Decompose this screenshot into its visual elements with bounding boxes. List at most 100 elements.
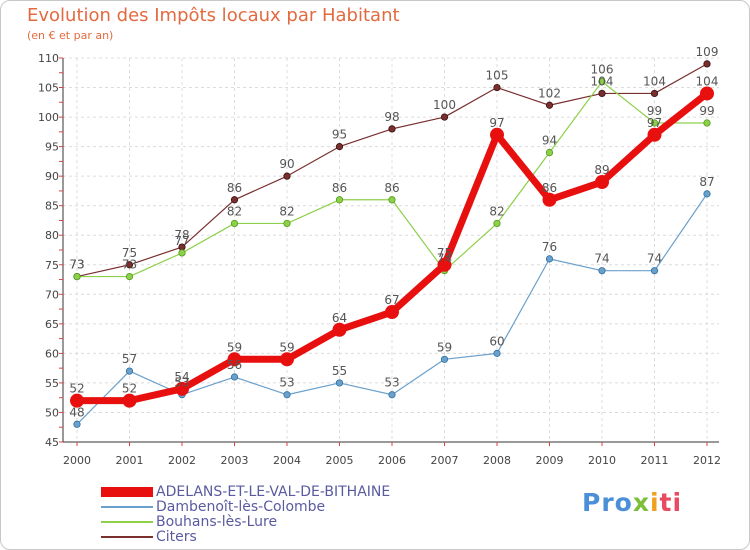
data-point-3 xyxy=(283,172,291,180)
y-tick-label: 95 xyxy=(45,141,59,154)
data-label: 74 xyxy=(594,252,609,266)
y-tick-label: 110 xyxy=(38,52,59,65)
data-label: 59 xyxy=(227,340,242,354)
data-label: 87 xyxy=(699,175,714,189)
y-tick-label: 105 xyxy=(38,82,59,95)
data-label: 104 xyxy=(591,74,614,88)
data-label: 67 xyxy=(384,293,399,307)
data-label: 86 xyxy=(332,181,347,195)
legend-label: Dambenoît-lès-Colombe xyxy=(156,499,326,515)
data-label: 73 xyxy=(69,258,84,272)
data-label: 52 xyxy=(69,382,84,396)
data-point-0 xyxy=(70,393,84,408)
data-point-0 xyxy=(647,127,662,142)
data-label: 106 xyxy=(591,63,614,77)
data-point-2 xyxy=(230,219,239,228)
data-point-0 xyxy=(332,322,347,337)
data-label: 97 xyxy=(489,116,504,130)
data-point-0 xyxy=(437,257,452,272)
data-label: 94 xyxy=(542,134,557,148)
data-label: 59 xyxy=(437,340,452,354)
data-label: 100 xyxy=(433,98,456,112)
x-tick-label: 2007 xyxy=(431,454,459,467)
data-point-3 xyxy=(493,83,501,92)
data-point-1 xyxy=(440,355,449,363)
data-point-1 xyxy=(283,391,291,399)
data-label: 105 xyxy=(486,69,509,83)
data-label: 74 xyxy=(647,252,662,266)
data-label: 73 xyxy=(69,258,84,272)
data-label: 95 xyxy=(332,128,347,142)
data-label: 77 xyxy=(174,234,189,248)
data-label: 86 xyxy=(384,181,399,195)
data-point-2 xyxy=(335,196,344,204)
data-label: 53 xyxy=(279,376,294,390)
data-label: 86 xyxy=(542,181,557,195)
data-label: 104 xyxy=(643,74,666,88)
chart-subtitle: (en € et par an) xyxy=(27,29,114,42)
y-tick-label: 85 xyxy=(45,200,59,213)
data-label: 89 xyxy=(594,163,609,177)
data-point-0 xyxy=(490,127,504,142)
data-point-1 xyxy=(598,267,606,275)
data-label: 102 xyxy=(538,86,561,100)
legend-swatch xyxy=(101,506,153,508)
legend-swatch xyxy=(101,521,153,523)
data-point-2 xyxy=(178,249,186,257)
legend-label: Bouhans-lès-Lure xyxy=(156,514,278,530)
data-label: 57 xyxy=(122,352,137,366)
data-label: 53 xyxy=(174,376,189,390)
data-point-1 xyxy=(335,379,344,387)
data-label: 59 xyxy=(279,340,294,354)
data-label: 53 xyxy=(384,376,399,390)
data-point-1 xyxy=(230,373,239,381)
data-point-1 xyxy=(493,349,501,357)
chart-title: Evolution des Impôts locaux par Habitant xyxy=(27,5,400,26)
data-point-2 xyxy=(125,272,134,281)
data-point-1 xyxy=(545,255,554,263)
y-tick-label: 45 xyxy=(45,436,59,449)
data-point-2 xyxy=(283,219,291,228)
brand-part: ti xyxy=(659,488,683,517)
data-point-0 xyxy=(122,393,137,408)
data-label: 104 xyxy=(696,74,719,88)
data-label: 56 xyxy=(227,358,242,372)
x-tick-label: 2001 xyxy=(116,454,144,467)
data-point-3 xyxy=(703,60,711,68)
data-label: 82 xyxy=(227,204,242,218)
y-tick-label: 90 xyxy=(45,170,59,183)
data-point-0 xyxy=(385,305,399,320)
data-label: 90 xyxy=(279,157,294,171)
data-label: 73 xyxy=(122,258,137,272)
proxiti-logo: Proxiti xyxy=(582,488,682,517)
data-point-2 xyxy=(598,78,606,86)
x-tick-label: 2006 xyxy=(378,454,406,467)
data-point-0 xyxy=(542,192,557,207)
legend-label: ADELANS-ET-LE-VAL-DE-BITHAINE xyxy=(156,484,391,500)
data-label: 98 xyxy=(384,110,399,124)
data-point-0 xyxy=(280,352,294,367)
data-point-2 xyxy=(388,196,396,204)
data-point-1 xyxy=(703,190,711,198)
data-label: 78 xyxy=(174,228,189,242)
x-tick-label: 2008 xyxy=(483,454,511,467)
data-point-3 xyxy=(335,143,344,151)
legend-label: Citers xyxy=(156,529,197,545)
data-point-0 xyxy=(175,381,189,396)
data-point-2 xyxy=(545,148,554,157)
x-tick-label: 2011 xyxy=(641,454,669,467)
data-label: 76 xyxy=(542,240,557,254)
x-tick-label: 2010 xyxy=(588,454,616,467)
x-tick-label: 2012 xyxy=(693,454,721,467)
y-tick-label: 70 xyxy=(45,288,59,301)
data-label: 54 xyxy=(174,370,189,384)
y-tick-label: 65 xyxy=(45,318,59,331)
brand-part: i xyxy=(649,488,660,517)
x-tick-label: 2002 xyxy=(168,454,196,467)
data-point-1 xyxy=(125,367,134,375)
x-tick-label: 2000 xyxy=(63,454,91,467)
brand-part: x xyxy=(632,488,650,517)
data-point-2 xyxy=(703,119,711,127)
data-label: 99 xyxy=(699,104,714,118)
